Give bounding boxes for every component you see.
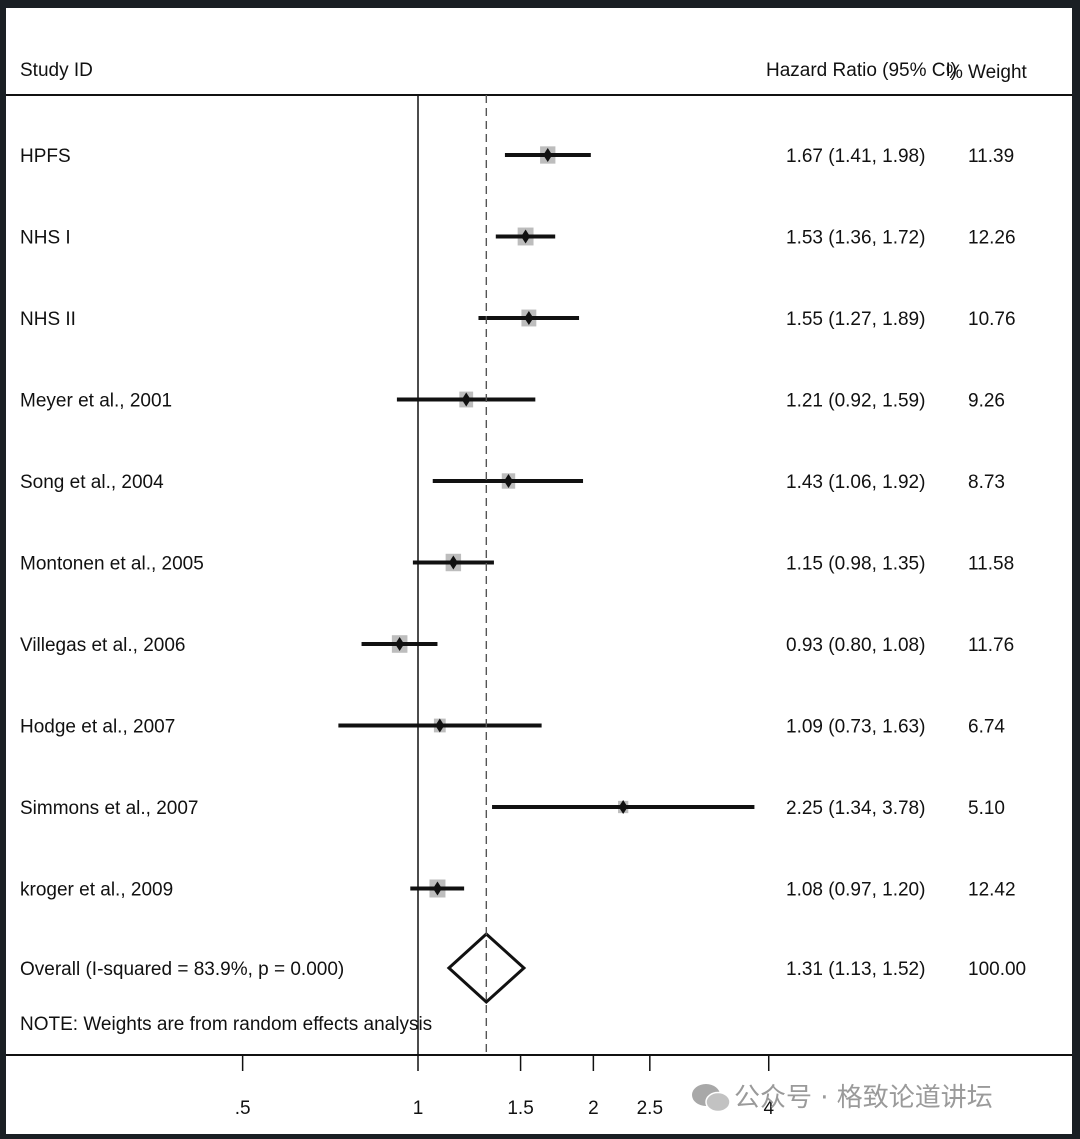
study-row: Meyer et al., 2001 1.21 (0.92, 1.59) 9.26 xyxy=(20,391,1005,412)
header-study-id: Study ID xyxy=(20,60,93,81)
x-tick-label: 4 xyxy=(763,1098,774,1119)
point-estimate-marker xyxy=(543,148,553,162)
weight-value: 12.26 xyxy=(968,228,1016,249)
weight-value: 11.76 xyxy=(968,635,1014,656)
overall-label: Overall (I-squared = 83.9%, p = 0.000) xyxy=(20,959,344,980)
header-effect: Hazard Ratio (95% CI) xyxy=(766,60,957,81)
study-row: Montonen et al., 2005 1.15 (0.98, 1.35) 11… xyxy=(20,554,1014,575)
effect-ci-text: 1.08 (0.97, 1.20) xyxy=(786,880,925,901)
study-name: Montonen et al., 2005 xyxy=(20,554,204,575)
forest-plot: Study ID Hazard Ratio (95% CI) % Weight … xyxy=(6,60,1072,1119)
study-name: NHS I xyxy=(20,228,71,249)
x-tick-label: 1.5 xyxy=(507,1098,533,1119)
weight-value: 5.10 xyxy=(968,798,1005,819)
study-row: NHS I 1.53 (1.36, 1.72) 12.26 xyxy=(20,228,1016,249)
x-tick-label: 2.5 xyxy=(637,1098,663,1119)
point-estimate-marker xyxy=(448,555,458,570)
watermark-text: 公众号 · 格致论道讲坛 xyxy=(734,1083,993,1113)
weights-note: NOTE: Weights are from random effects an… xyxy=(20,1014,432,1035)
study-row: NHS II 1.55 (1.27, 1.89) 10.76 xyxy=(20,309,1016,330)
x-tick-label: 1 xyxy=(413,1098,424,1119)
weight-value: 8.73 xyxy=(968,472,1005,493)
effect-ci-text: 2.25 (1.34, 3.78) xyxy=(786,798,925,819)
header-weight: Weight xyxy=(968,62,1028,83)
x-tick-label: .5 xyxy=(235,1098,251,1119)
study-name: Hodge et al., 2007 xyxy=(20,717,175,738)
overall-row: Overall (I-squared = 83.9%, p = 0.000) 1.… xyxy=(20,931,1026,1005)
point-estimate-marker xyxy=(432,881,442,896)
study-row: HPFS 1.67 (1.41, 1.98) 11.39 xyxy=(20,146,1014,167)
point-estimate-marker xyxy=(524,311,534,325)
point-estimate-marker xyxy=(618,800,628,814)
point-estimate-marker xyxy=(461,392,471,407)
point-estimate-marker xyxy=(395,637,405,651)
study-name: NHS II xyxy=(20,309,76,330)
effect-ci-text: 1.15 (0.98, 1.35) xyxy=(786,554,925,575)
weight-value: 11.39 xyxy=(968,146,1014,167)
weight-value: 6.74 xyxy=(968,717,1005,738)
study-name: Villegas et al., 2006 xyxy=(20,635,186,656)
study-name: Song et al., 2004 xyxy=(20,472,164,493)
effect-ci-text: 1.21 (0.92, 1.59) xyxy=(786,391,925,412)
study-name: Meyer et al., 2001 xyxy=(20,391,172,412)
weight-value: 10.76 xyxy=(968,309,1016,330)
point-estimate-marker xyxy=(503,474,513,488)
effect-ci-text: 0.93 (0.80, 1.08) xyxy=(786,635,925,656)
overall-ci-text: 1.31 (1.13, 1.52) xyxy=(786,959,925,980)
effect-ci-text: 1.53 (1.36, 1.72) xyxy=(786,228,925,249)
x-tick-label: 2 xyxy=(588,1098,599,1119)
effect-ci-text: 1.67 (1.41, 1.98) xyxy=(786,146,925,167)
study-name: Simmons et al., 2007 xyxy=(20,798,198,819)
study-row: Hodge et al., 2007 1.09 (0.73, 1.63) 6.74 xyxy=(20,717,1005,738)
weight-value: 12.42 xyxy=(968,880,1016,901)
study-row: Song et al., 2004 1.43 (1.06, 1.92) 8.73 xyxy=(20,472,1005,493)
effect-ci-text: 1.09 (0.73, 1.63) xyxy=(786,717,925,738)
study-name: HPFS xyxy=(20,146,71,167)
point-estimate-marker xyxy=(435,718,445,733)
study-row: Villegas et al., 2006 0.93 (0.80, 1.08) 11… xyxy=(20,635,1014,656)
study-row: Simmons et al., 2007 2.25 (1.34, 3.78) 5.1… xyxy=(20,798,1005,819)
overall-weight-value: 100.00 xyxy=(968,959,1026,980)
wechat-logo-icon xyxy=(692,1084,731,1113)
effect-ci-text: 1.43 (1.06, 1.92) xyxy=(786,472,925,493)
header-weight-pct: % xyxy=(946,62,963,83)
study-name: kroger et al., 2009 xyxy=(20,880,173,901)
effect-ci-text: 1.55 (1.27, 1.89) xyxy=(786,309,925,330)
weight-value: 11.58 xyxy=(968,554,1014,575)
forest-plot-frame: Study ID Hazard Ratio (95% CI) % Weight … xyxy=(6,8,1072,1134)
study-row: kroger et al., 2009 1.08 (0.97, 1.20) 12.4… xyxy=(20,879,1016,901)
x-axis-ticks: .5 1 1.5 2 2.5 4 xyxy=(235,1055,774,1119)
weight-value: 9.26 xyxy=(968,391,1005,412)
study-rows: HPFS 1.67 (1.41, 1.98) 11.39 NHS I 1.53 (1.3… xyxy=(20,146,1016,901)
point-estimate-marker xyxy=(521,229,531,244)
